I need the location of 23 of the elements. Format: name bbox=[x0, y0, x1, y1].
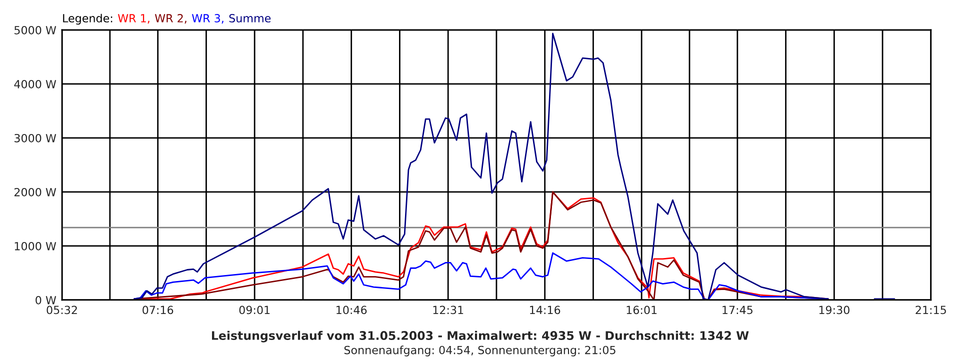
y-tick-label: 0 W bbox=[36, 296, 56, 304]
x-tick-label: 16:01 bbox=[626, 306, 657, 314]
y-tick-label: 4000 W bbox=[14, 80, 56, 88]
y-tick-label: 3000 W bbox=[14, 134, 56, 142]
x-tick-label: 07:16 bbox=[142, 306, 174, 314]
x-tick-label: 12:31 bbox=[433, 306, 464, 314]
x-tick-label: 14:16 bbox=[530, 306, 560, 314]
x-tick-label: 09:01 bbox=[239, 306, 270, 314]
text: WR 1, bbox=[118, 14, 150, 24]
y-tick-label: 1000 W bbox=[14, 242, 56, 250]
legend-title: Legende: bbox=[63, 14, 112, 25]
x-tick-label: 21:15 bbox=[916, 306, 946, 314]
y-tick-label: 5000 W bbox=[14, 26, 56, 34]
text: WR 2, bbox=[154, 14, 186, 24]
text: Sonnenaufgang: 04:54, Sonnenuntergang: 21:05 bbox=[344, 346, 616, 356]
x-tick-label: 05:32 bbox=[46, 306, 77, 314]
text: WR 3, bbox=[192, 14, 224, 24]
text: Leistungsverlauf vom 31.05.2003 - Maximalwert: 4935 W - Durchschnitt: 1342 W bbox=[212, 330, 749, 342]
x-tick-label: 19:30 bbox=[819, 306, 850, 314]
x-tick-label: 10:46 bbox=[336, 306, 367, 314]
x-tick-label: 17:45 bbox=[722, 306, 752, 314]
text: Summe bbox=[229, 14, 271, 22]
y-tick-label: 2000 W bbox=[14, 188, 56, 196]
